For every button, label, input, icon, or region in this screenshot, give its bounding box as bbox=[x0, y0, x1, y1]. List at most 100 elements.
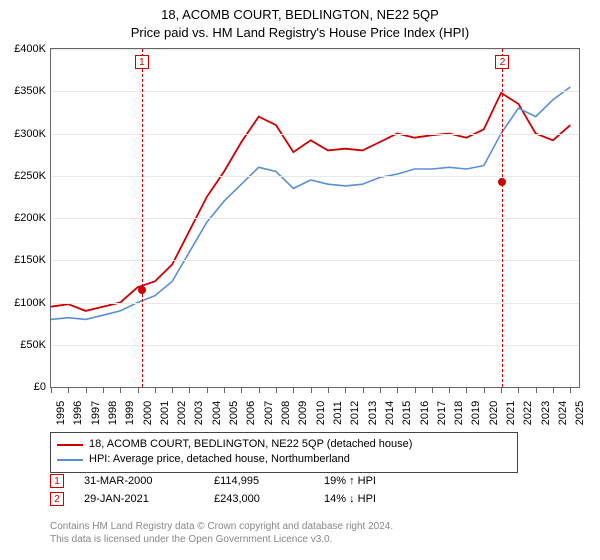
x-tick-label: 2008 bbox=[280, 401, 292, 425]
x-tick-label: 2001 bbox=[159, 401, 171, 425]
x-tick bbox=[259, 387, 260, 393]
x-tick-label: 2003 bbox=[193, 401, 205, 425]
x-tick-label: 2011 bbox=[332, 401, 344, 425]
sale-dot bbox=[498, 178, 506, 186]
event-marker-box: 1 bbox=[50, 474, 64, 488]
event-marker-box: 2 bbox=[50, 492, 64, 506]
chart-title: 18, ACOMB COURT, BEDLINGTON, NE22 5QP Pr… bbox=[0, 0, 600, 41]
event-row: 2 29-JAN-2021 £243,000 14% ↓ HPI bbox=[50, 492, 580, 506]
legend-item-property: 18, ACOMB COURT, BEDLINGTON, NE22 5QP (d… bbox=[57, 437, 511, 452]
x-tick-label: 2023 bbox=[540, 401, 552, 425]
x-tick bbox=[328, 387, 329, 393]
x-tick-label: 1996 bbox=[72, 401, 84, 425]
x-tick-label: 2013 bbox=[367, 401, 379, 425]
x-tick bbox=[311, 387, 312, 393]
x-tick bbox=[276, 387, 277, 393]
y-tick-label: £350K bbox=[1, 85, 46, 97]
event-date: 31-MAR-2000 bbox=[84, 475, 194, 487]
event-price: £243,000 bbox=[214, 493, 304, 505]
x-tick bbox=[449, 387, 450, 393]
x-tick bbox=[397, 387, 398, 393]
event-row: 1 31-MAR-2000 £114,995 19% ↑ HPI bbox=[50, 474, 580, 488]
x-tick bbox=[103, 387, 104, 393]
x-tick-label: 2002 bbox=[176, 401, 188, 425]
x-tick bbox=[120, 387, 121, 393]
events-table: 1 31-MAR-2000 £114,995 19% ↑ HPI 2 29-JA… bbox=[50, 474, 580, 510]
x-tick-label: 2025 bbox=[574, 401, 586, 425]
gridline bbox=[51, 303, 579, 304]
x-tick-label: 2005 bbox=[228, 401, 240, 425]
event-price: £114,995 bbox=[214, 475, 304, 487]
x-tick-label: 2009 bbox=[297, 401, 309, 425]
x-tick-label: 2021 bbox=[505, 401, 517, 425]
x-tick-label: 2007 bbox=[263, 401, 275, 425]
x-tick bbox=[501, 387, 502, 393]
x-tick bbox=[189, 387, 190, 393]
y-tick-label: £50K bbox=[1, 339, 46, 351]
x-tick bbox=[293, 387, 294, 393]
x-tick-label: 1998 bbox=[107, 401, 119, 425]
x-tick bbox=[68, 387, 69, 393]
sale-dot bbox=[138, 286, 146, 294]
x-tick-label: 2017 bbox=[436, 401, 448, 425]
event-diff: 14% ↓ HPI bbox=[324, 493, 414, 505]
x-tick bbox=[484, 387, 485, 393]
gridline bbox=[51, 345, 579, 346]
x-tick-label: 1997 bbox=[90, 401, 102, 425]
legend: 18, ACOMB COURT, BEDLINGTON, NE22 5QP (d… bbox=[50, 432, 518, 473]
x-tick bbox=[380, 387, 381, 393]
x-tick-label: 2016 bbox=[419, 401, 431, 425]
x-tick bbox=[345, 387, 346, 393]
gridline bbox=[51, 91, 579, 92]
x-tick-label: 1999 bbox=[124, 401, 136, 425]
x-tick bbox=[207, 387, 208, 393]
footer-line-2: This data is licensed under the Open Gov… bbox=[50, 533, 580, 546]
x-tick-label: 2004 bbox=[211, 401, 223, 425]
footer-line-1: Contains HM Land Registry data © Crown c… bbox=[50, 520, 580, 533]
event-marker-on-plot: 2 bbox=[495, 55, 509, 69]
chart-container: 18, ACOMB COURT, BEDLINGTON, NE22 5QP Pr… bbox=[0, 0, 600, 560]
x-tick bbox=[241, 387, 242, 393]
series-hpi bbox=[51, 87, 570, 319]
legend-swatch bbox=[57, 444, 83, 446]
y-tick-label: £250K bbox=[1, 170, 46, 182]
title-line-1: 18, ACOMB COURT, BEDLINGTON, NE22 5QP bbox=[0, 6, 600, 24]
x-tick-label: 2022 bbox=[522, 401, 534, 425]
legend-label: 18, ACOMB COURT, BEDLINGTON, NE22 5QP (d… bbox=[89, 437, 412, 452]
x-tick bbox=[172, 387, 173, 393]
gridline bbox=[51, 134, 579, 135]
event-vline bbox=[142, 49, 143, 387]
x-tick-label: 2020 bbox=[488, 401, 500, 425]
x-tick bbox=[415, 387, 416, 393]
x-tick-label: 2012 bbox=[349, 401, 361, 425]
plot-area: £0£50K£100K£150K£200K£250K£300K£350K£400… bbox=[50, 48, 580, 388]
x-tick-label: 2018 bbox=[453, 401, 465, 425]
x-tick-label: 2019 bbox=[470, 401, 482, 425]
event-diff: 19% ↑ HPI bbox=[324, 475, 414, 487]
x-tick-label: 1995 bbox=[55, 401, 67, 425]
event-date: 29-JAN-2021 bbox=[84, 493, 194, 505]
x-tick bbox=[536, 387, 537, 393]
legend-item-hpi: HPI: Average price, detached house, Nort… bbox=[57, 452, 511, 467]
event-marker-on-plot: 1 bbox=[135, 55, 149, 69]
x-tick bbox=[86, 387, 87, 393]
series-property bbox=[51, 93, 570, 311]
title-line-2: Price paid vs. HM Land Registry's House … bbox=[0, 24, 600, 42]
x-tick-label: 2010 bbox=[315, 401, 327, 425]
x-tick bbox=[432, 387, 433, 393]
event-vline bbox=[502, 49, 503, 387]
y-tick-label: £0 bbox=[1, 381, 46, 393]
footer-attribution: Contains HM Land Registry data © Crown c… bbox=[50, 520, 580, 546]
x-tick-label: 2000 bbox=[142, 401, 154, 425]
x-tick bbox=[224, 387, 225, 393]
x-tick-label: 2006 bbox=[245, 401, 257, 425]
y-tick-label: £300K bbox=[1, 128, 46, 140]
y-tick-label: £100K bbox=[1, 297, 46, 309]
y-tick-label: £200K bbox=[1, 212, 46, 224]
x-tick bbox=[518, 387, 519, 393]
gridline bbox=[51, 49, 579, 50]
gridline bbox=[51, 260, 579, 261]
x-tick bbox=[466, 387, 467, 393]
y-tick-label: £400K bbox=[1, 43, 46, 55]
gridline bbox=[51, 176, 579, 177]
